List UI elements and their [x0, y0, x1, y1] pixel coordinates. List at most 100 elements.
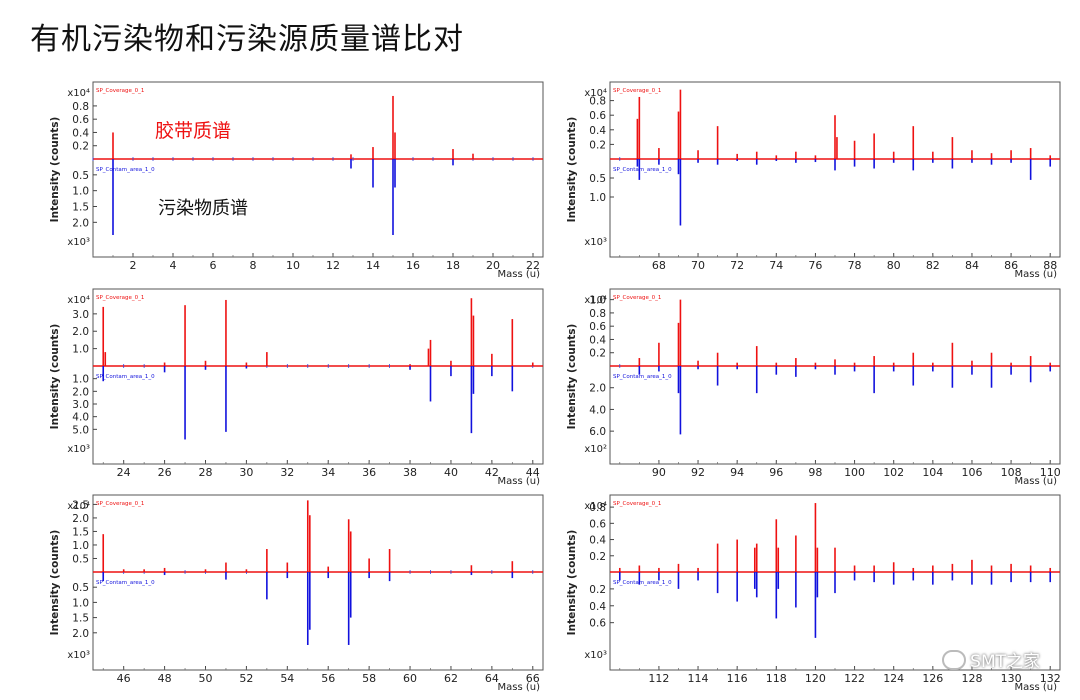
x-tick-label: 2 — [130, 259, 137, 272]
tape-series-name: SP_Coverage_0_1 — [613, 501, 661, 507]
y-tick-label-top: 0.4 — [589, 535, 606, 547]
x-tick-label: 132 — [1040, 672, 1061, 685]
x-tick-label: 92 — [691, 466, 705, 479]
y-tick-label-bottom: 0.5 — [72, 170, 89, 182]
spectrum-panel-5: 46 48 50 52 54 56 58 60 62 64 66 Mass (u) 0.5 1.0 1.5 2… — [48, 490, 548, 693]
spectrum-panel-3: 24 26 28 30 32 34 36 38 40 42 44 Mass (u) 1.0 2.0 3.0 1… — [48, 284, 548, 487]
x-tick-label: 10 — [286, 259, 300, 272]
x-tick-label: 120 — [805, 672, 826, 685]
y-tick-label-bottom: 2.0 — [72, 386, 89, 398]
x-tick-label: 98 — [808, 466, 822, 479]
y-tick-label-bottom: 1.0 — [589, 192, 606, 204]
x-tick-label: 80 — [887, 259, 901, 272]
y-tick-label-bottom: 1.5 — [72, 613, 89, 625]
x-tick-label: 94 — [730, 466, 744, 479]
contaminant-series-name: SP_Contam_area_1_0 — [96, 167, 155, 173]
x-tick-label: 76 — [808, 259, 822, 272]
x-tick-label: 6 — [210, 259, 217, 272]
x-tick-label: 18 — [446, 259, 460, 272]
y-tick-label-top: 2.5 — [72, 499, 89, 511]
y-tick-label-top: 0.5 — [72, 553, 89, 565]
y-tick-label-top: 0.4 — [72, 127, 89, 139]
top-exponent-label: x10⁴ — [584, 88, 607, 99]
x-tick-label: 4 — [170, 259, 177, 272]
y-tick-label-bottom: 5.0 — [72, 424, 89, 436]
contaminant-series-name: SP_Contam_area_1_0 — [613, 374, 672, 380]
x-tick-label: 118 — [766, 672, 787, 685]
x-axis-label: Mass (u) — [498, 476, 541, 487]
x-tick-label: 114 — [688, 672, 709, 685]
y-tick-label-top: 0.6 — [589, 518, 606, 530]
top-exponent-label: x10⁴ — [584, 295, 607, 306]
page-title: 有机污染物和污染源质量谱比对 — [30, 22, 464, 57]
x-tick-label: 100 — [844, 466, 865, 479]
y-tick-label-top: 1.5 — [72, 526, 89, 538]
y-tick-label-bottom: 2.0 — [72, 628, 89, 640]
tape-series-name: SP_Coverage_0_1 — [96, 88, 144, 94]
x-tick-label: 86 — [1004, 259, 1018, 272]
x-tick-label: 90 — [652, 466, 666, 479]
bottom-exponent-label: x10³ — [67, 237, 90, 248]
x-tick-label: 108 — [1001, 466, 1022, 479]
x-tick-label: 82 — [926, 259, 940, 272]
tape-series-name: SP_Coverage_0_1 — [613, 88, 661, 94]
x-tick-label: 24 — [117, 466, 131, 479]
contaminant-series-name: SP_Contam_area_1_0 — [96, 374, 155, 380]
x-axis-label: Mass (u) — [1015, 476, 1058, 487]
x-tick-label: 104 — [922, 466, 943, 479]
x-tick-label: 38 — [403, 466, 417, 479]
spectrum-panel-6: 112 114 116 118 120 122 124 126 128 130 132 Mass (u… — [565, 490, 1065, 693]
plot-frame — [609, 288, 1061, 465]
y-tick-label-bottom: 0.4 — [589, 601, 606, 613]
y-tick-label-bottom: 0.5 — [589, 173, 606, 185]
top-exponent-label: x10⁴ — [584, 501, 607, 512]
bottom-exponent-label: x10³ — [584, 237, 607, 248]
x-tick-label: 64 — [485, 672, 499, 685]
x-tick-label: 116 — [727, 672, 748, 685]
x-tick-label: 128 — [961, 672, 982, 685]
x-tick-label: 56 — [321, 672, 335, 685]
x-axis-label: Mass (u) — [498, 269, 541, 280]
x-tick-label: 46 — [117, 672, 131, 685]
tape-series-name: SP_Coverage_0_1 — [96, 295, 144, 301]
x-tick-label: 78 — [848, 259, 862, 272]
top-exponent-label: x10⁴ — [67, 295, 90, 306]
x-tick-label: 112 — [648, 672, 669, 685]
y-axis-label: Intensity (counts) — [49, 117, 61, 223]
x-tick-label: 122 — [844, 672, 865, 685]
y-tick-label-bottom: 6.0 — [589, 426, 606, 438]
x-tick-label: 54 — [280, 672, 294, 685]
x-tick-label: 60 — [403, 672, 417, 685]
x-tick-label: 34 — [321, 466, 335, 479]
y-tick-label-bottom: 1.0 — [72, 186, 89, 198]
y-axis-label: Intensity (counts) — [49, 324, 61, 430]
y-tick-label-top: 0.2 — [589, 551, 606, 563]
y-tick-label-top: 0.2 — [589, 139, 606, 151]
y-tick-label-bottom: 3.0 — [72, 399, 89, 411]
x-tick-label: 52 — [239, 672, 253, 685]
x-tick-label: 12 — [326, 259, 340, 272]
x-tick-label: 30 — [239, 466, 253, 479]
y-tick-label-top: 3.0 — [72, 309, 89, 321]
tape-spectrum-annotation: 胶带质谱 — [155, 120, 231, 142]
y-tick-label-bottom: 0.5 — [72, 582, 89, 594]
x-tick-label: 68 — [652, 259, 666, 272]
bottom-exponent-label: x10² — [584, 444, 607, 455]
y-tick-label-bottom: 4.0 — [72, 412, 89, 424]
y-axis-label: Intensity (counts) — [566, 530, 578, 636]
y-tick-label-top: 0.2 — [72, 141, 89, 153]
x-tick-label: 106 — [961, 466, 982, 479]
top-exponent-label: x10⁴ — [67, 88, 90, 99]
bottom-exponent-label: x10³ — [584, 650, 607, 661]
y-tick-label-top: 0.6 — [72, 114, 89, 126]
y-tick-label-top: 0.6 — [589, 321, 606, 333]
x-axis-label: Mass (u) — [1015, 269, 1058, 280]
tape-series-name: SP_Coverage_0_1 — [96, 501, 144, 507]
contaminant-spectrum-annotation: 污染物质谱 — [158, 198, 248, 219]
x-tick-label: 102 — [883, 466, 904, 479]
top-exponent-label: x10⁴ — [67, 501, 90, 512]
y-tick-label-top: 0.8 — [589, 308, 606, 320]
x-tick-label: 50 — [199, 672, 213, 685]
y-tick-label-bottom: 2.0 — [72, 217, 89, 229]
spectrum-panel-2: 68 70 72 74 76 78 80 82 84 86 88 Mass (u) 0.2 0.4 0.6 0… — [565, 77, 1065, 280]
